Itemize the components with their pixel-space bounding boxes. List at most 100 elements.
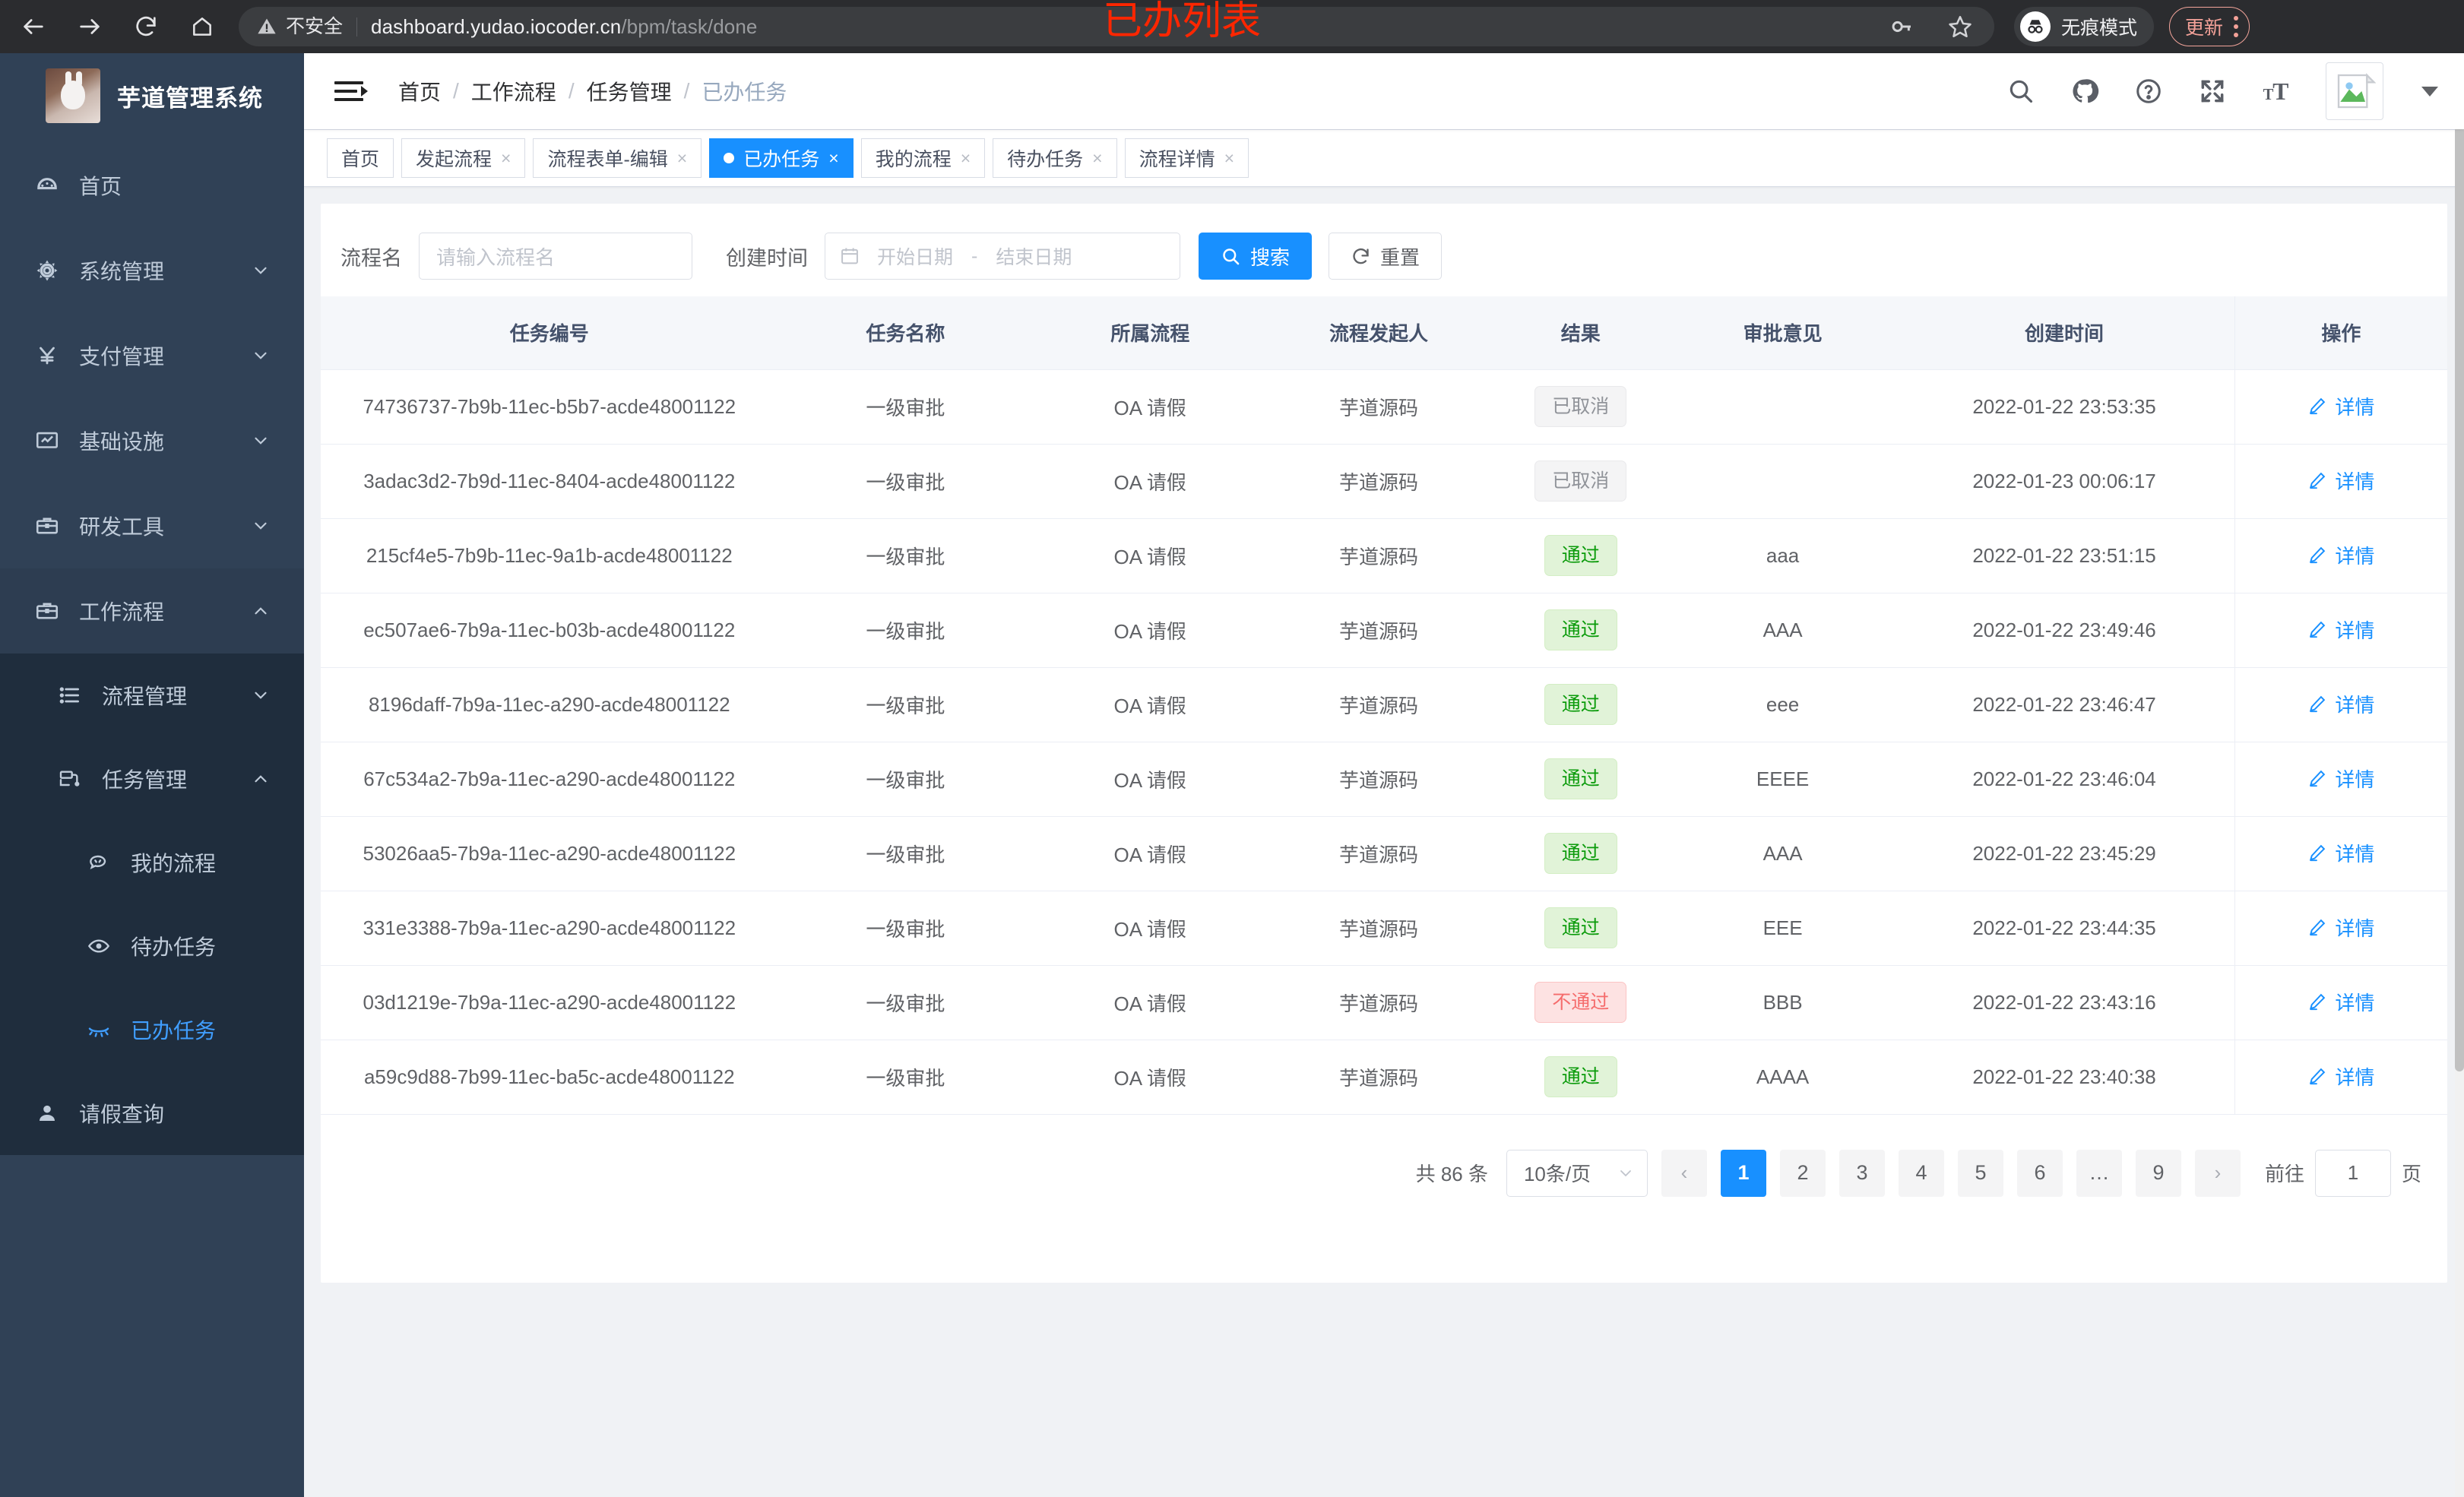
detail-button[interactable]: 详情 — [2307, 913, 2374, 942]
pagination-page-6[interactable]: 6 — [2016, 1149, 2063, 1197]
column-header-result: 结果 — [1490, 296, 1671, 370]
column-header-task-name: 任务名称 — [778, 296, 1034, 370]
pagination-total: 共 86 条 — [1415, 1163, 1488, 1185]
cell-task-id: a59c9d88-7b99-11ec-ba5c-acde48001122 — [321, 1040, 778, 1115]
search-button-label: 搜索 — [1250, 245, 1291, 269]
sidebar-brand[interactable]: 芋道管理系统 — [0, 53, 304, 138]
close-icon[interactable]: × — [960, 147, 971, 168]
breadcrumb-item-task-management[interactable]: 任务管理 — [586, 81, 672, 104]
pagination-page-9[interactable]: 9 — [2135, 1149, 2181, 1197]
sidebar-item-task-management[interactable]: 任务管理 — [0, 737, 304, 821]
detail-button[interactable]: 详情 — [2307, 1062, 2374, 1090]
sidebar-item-system[interactable]: 系统管理 — [0, 228, 304, 313]
cell-initiator: 芋道源码 — [1267, 518, 1490, 593]
filter-form: 流程名 请输入流程名 创建时间 开始日期 - 结束日期 — [321, 204, 2447, 296]
sidebar-item-done-task[interactable]: 已办任务 — [0, 988, 304, 1071]
incognito-indicator[interactable]: 无痕模式 — [2014, 7, 2155, 46]
sidebar: 芋道管理系统 首页 系统管理 — [0, 53, 304, 1497]
detail-button[interactable]: 详情 — [2307, 988, 2374, 1016]
pagination-page-3[interactable]: 3 — [1838, 1149, 1885, 1197]
tab-process-detail[interactable]: 流程详情 × — [1124, 138, 1249, 178]
close-icon[interactable]: × — [1092, 147, 1103, 168]
caret-down-icon[interactable] — [2421, 86, 2438, 97]
forward-button[interactable] — [73, 10, 106, 43]
pagination-page-4[interactable]: 4 — [1898, 1149, 1944, 1197]
detail-button-label: 详情 — [2335, 842, 2375, 866]
pagination-page-2[interactable]: 2 — [1779, 1149, 1826, 1197]
table-header-row: 任务编号 任务名称 所属流程 流程发起人 结果 审批意见 创建时间 操作 — [321, 296, 2447, 370]
kebab-menu-icon[interactable] — [2234, 16, 2239, 37]
home-button[interactable] — [185, 10, 219, 43]
update-button[interactable]: 更新 — [2169, 7, 2250, 46]
sidebar-item-home[interactable]: 首页 — [0, 143, 304, 228]
back-button[interactable] — [17, 10, 50, 43]
github-icon[interactable] — [2070, 77, 2099, 106]
goto-page-input[interactable]: 1 — [2314, 1149, 2391, 1197]
help-circle-icon[interactable] — [2134, 77, 2163, 106]
sidebar-item-workflow[interactable]: 工作流程 — [0, 568, 304, 654]
reset-button[interactable]: 重置 — [1329, 233, 1443, 280]
tab-home[interactable]: 首页 — [327, 138, 394, 178]
cell-operation: 详情 — [2234, 518, 2447, 593]
page-size-select[interactable]: 10条/页 — [1506, 1149, 1648, 1197]
detail-button[interactable]: 详情 — [2307, 467, 2374, 495]
sidebar-item-process-management[interactable]: 流程管理 — [0, 654, 304, 737]
detail-button[interactable]: 详情 — [2307, 690, 2374, 718]
detail-button[interactable]: 详情 — [2307, 839, 2374, 867]
create-time-range-picker[interactable]: 开始日期 - 结束日期 — [825, 233, 1180, 280]
detail-button[interactable]: 详情 — [2307, 616, 2374, 644]
process-name-input[interactable]: 请输入流程名 — [419, 233, 692, 280]
edit-pencil-icon — [2307, 545, 2327, 565]
pagination-page-1[interactable]: 1 — [1720, 1149, 1766, 1197]
goto-label: 前往 — [2264, 1163, 2304, 1185]
close-icon[interactable]: × — [828, 147, 839, 168]
fullscreen-icon[interactable] — [2198, 77, 2227, 106]
scrollbar-thumb[interactable] — [2455, 53, 2464, 1071]
cell-result: 通过 — [1490, 891, 1671, 966]
sidebar-item-devtools[interactable]: 研发工具 — [0, 483, 304, 568]
reload-button[interactable] — [129, 10, 163, 43]
user-icon — [26, 1101, 68, 1125]
search-button[interactable]: 搜索 — [1199, 233, 1313, 280]
page-scrollbar[interactable] — [2455, 53, 2464, 1497]
key-icon[interactable] — [1889, 14, 1914, 39]
pagination-page-5[interactable]: 5 — [1957, 1149, 2003, 1197]
close-icon[interactable]: × — [501, 147, 511, 168]
sidebar-item-todo-task[interactable]: 待办任务 — [0, 904, 304, 988]
edit-pencil-icon — [2307, 843, 2327, 862]
tab-process-form-edit[interactable]: 流程表单-编辑 × — [533, 138, 702, 178]
pagination-prev[interactable]: ‹ — [1661, 1149, 1707, 1197]
detail-button[interactable]: 详情 — [2307, 764, 2374, 793]
screenshot-annotation: 已办列表 — [1103, 0, 1262, 44]
briefcase-icon — [26, 598, 68, 624]
cell-result: 通过 — [1490, 593, 1671, 668]
avatar[interactable] — [2326, 62, 2383, 120]
detail-button[interactable]: 详情 — [2307, 541, 2374, 569]
omnibox-actions — [1889, 14, 1979, 40]
sidebar-menu: 首页 系统管理 支付管理 — [0, 143, 304, 1155]
hamburger-icon[interactable] — [334, 81, 363, 101]
breadcrumb-item-home[interactable]: 首页 — [398, 81, 442, 104]
sidebar-item-payment[interactable]: 支付管理 — [0, 313, 304, 398]
sidebar-item-infrastructure[interactable]: 基础设施 — [0, 398, 304, 483]
pagination-next[interactable]: › — [2194, 1149, 2241, 1197]
cell-opinion — [1671, 369, 1895, 445]
tab-start-process[interactable]: 发起流程 × — [401, 138, 526, 178]
tab-todo-task[interactable]: 待办任务 × — [993, 138, 1117, 178]
star-icon[interactable] — [1947, 14, 1973, 40]
search-icon[interactable] — [2006, 77, 2035, 106]
breadcrumb-item-workflow[interactable]: 工作流程 — [470, 81, 556, 104]
sidebar-item-my-process[interactable]: 我的流程 — [0, 821, 304, 904]
close-icon[interactable]: × — [676, 147, 688, 168]
tab-my-process[interactable]: 我的流程 × — [860, 138, 986, 178]
cell-result: 已取消 — [1490, 369, 1671, 445]
address-bar[interactable]: 不安全 dashboard.yudao.iocoder.cn/bpm/task/… — [239, 7, 1994, 46]
pagination-ellipsis[interactable]: … — [2076, 1149, 2122, 1197]
cell-result: 通过 — [1490, 742, 1671, 817]
tab-done-task[interactable]: 已办任务 × — [709, 138, 854, 178]
detail-button[interactable]: 详情 — [2307, 392, 2374, 420]
cell-opinion: AAA — [1671, 816, 1895, 891]
close-icon[interactable]: × — [1224, 147, 1235, 168]
sidebar-item-leave-query[interactable]: 请假查询 — [0, 1071, 304, 1155]
